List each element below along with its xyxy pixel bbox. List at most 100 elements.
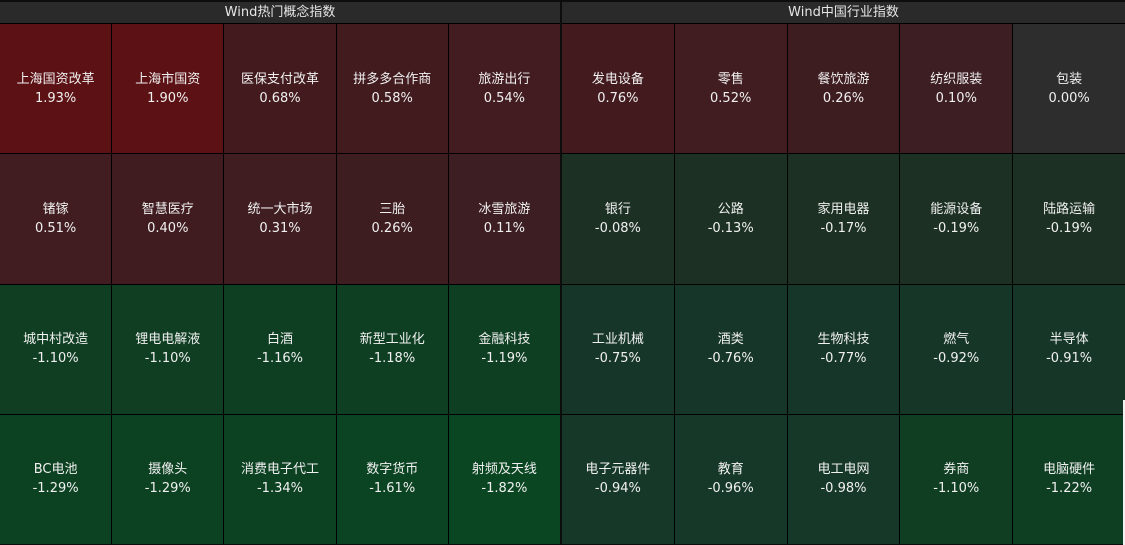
tile-change-percent: 1.90% (147, 90, 189, 106)
heatmap-tile[interactable]: 电子元器件 -0.94% (562, 414, 674, 544)
tile-change-percent: -0.92% (933, 351, 980, 367)
tile-change-percent: 0.58% (371, 90, 413, 106)
heatmap-tile[interactable]: 冰雪旅游 0.11% (448, 154, 560, 284)
tile-change-percent: 1.93% (34, 90, 77, 106)
heatmap-tile[interactable]: 酒类 -0.76% (674, 284, 787, 414)
heatmap-tile[interactable]: 银行 -0.08% (562, 154, 674, 284)
heatmap-tile[interactable]: 工业机械 -0.75% (562, 284, 674, 414)
tile-change-percent: 0.54% (483, 90, 526, 106)
heatmap-tile[interactable]: 教育 -0.96% (674, 414, 787, 544)
tile-change-percent: -1.16% (256, 351, 303, 367)
tile-name: 包装 (1056, 71, 1083, 87)
heatmap-tile[interactable]: BC电池 -1.29% (0, 414, 112, 544)
heatmap-tile[interactable]: 餐饮旅游 0.26% (787, 24, 900, 154)
tile-change-percent: -1.61% (369, 481, 416, 497)
heatmap-tile[interactable]: 射频及天线 -1.82% (448, 414, 560, 544)
heatmap-tile[interactable]: 上海国资改革 1.93% (0, 24, 112, 154)
heatmap-tile[interactable]: 券商 -1.10% (900, 414, 1013, 544)
tile-change-percent: 0.68% (259, 90, 301, 106)
tile-change-percent: -1.19% (481, 351, 528, 367)
tile-change-percent: -0.76% (707, 351, 754, 367)
tile-change-percent: -1.10% (933, 481, 980, 497)
tile-name: 上海国资改革 (16, 71, 95, 87)
heatmap-tile[interactable]: 公路 -0.13% (674, 154, 787, 284)
heatmap-tile[interactable]: 上海市国资 1.90% (112, 24, 224, 154)
tile-name: 纺织服装 (930, 71, 983, 87)
tile-name: 医保支付改革 (240, 71, 319, 87)
tile-name: 城中村改造 (23, 332, 89, 348)
heatmap-tile[interactable]: 家用电器 -0.17% (787, 154, 900, 284)
tile-change-percent: -1.18% (369, 351, 416, 367)
heatmap-tile[interactable]: 拼多多合作商 0.58% (336, 24, 448, 154)
tile-name: 半导体 (1049, 332, 1089, 348)
tile-change-percent: 0.40% (147, 220, 189, 236)
heatmap-tile[interactable]: 燃气 -0.92% (900, 284, 1013, 414)
heatmap-tile[interactable]: 金融科技 -1.19% (448, 284, 560, 414)
tile-change-percent: -1.29% (144, 481, 191, 497)
heatmap-tile[interactable]: 陆路运输 -0.19% (1013, 154, 1125, 284)
tile-name: 锗镓 (42, 201, 69, 217)
heatmap-tile[interactable]: 半导体 -0.91% (1013, 284, 1125, 414)
heatmap-tile[interactable]: 纺织服装 0.10% (900, 24, 1013, 154)
industry-index-heatmap: 发电设备 0.76% 零售 0.52% 餐饮旅游 0.26% 纺织服装 0.10% 包装 0.00… (562, 24, 1125, 544)
heatmap-tile[interactable]: 医保支付改革 0.68% (224, 24, 336, 154)
heatmap-tile[interactable]: 电脑硬件 -1.22% (1013, 414, 1125, 544)
tile-name: 消费电子代工 (240, 462, 319, 478)
tile-name: 拼多多合作商 (353, 71, 432, 87)
window-edge (1123, 400, 1125, 545)
tile-name: 摄像头 (148, 462, 188, 478)
tile-change-percent: -1.82% (481, 481, 528, 497)
tile-change-percent: -1.34% (256, 481, 303, 497)
tile-name: 射频及天线 (471, 462, 537, 478)
tile-name: 教育 (717, 462, 744, 478)
heatmap-tile[interactable]: 消费电子代工 -1.34% (224, 414, 336, 544)
heatmap-tile[interactable]: 电工电网 -0.98% (787, 414, 900, 544)
tile-name: 上海市国资 (135, 71, 201, 87)
tile-name: 电脑硬件 (1043, 462, 1096, 478)
tile-name: 三胎 (379, 201, 406, 217)
tile-change-percent: 0.10% (935, 90, 977, 106)
heatmap-tile[interactable]: 城中村改造 -1.10% (0, 284, 112, 414)
heatmap-tile[interactable]: 锗镓 0.51% (0, 154, 112, 284)
heatmap-tile[interactable]: 白酒 -1.16% (224, 284, 336, 414)
tile-name: 白酒 (266, 332, 293, 348)
tile-change-percent: -0.19% (933, 220, 980, 236)
heatmap-tile[interactable]: 新型工业化 -1.18% (336, 284, 448, 414)
tile-name: 智慧医疗 (141, 201, 194, 217)
tile-change-percent: -0.98% (820, 481, 867, 497)
heatmap-tile[interactable]: 智慧医疗 0.40% (112, 154, 224, 284)
tile-name: 发电设备 (591, 71, 644, 87)
industry-index-title: Wind中国行业指数 (562, 2, 1125, 24)
tile-change-percent: 0.11% (483, 220, 526, 236)
tile-name: 锂电电解液 (135, 332, 201, 348)
tile-name: 餐饮旅游 (817, 71, 870, 87)
concept-index-panel: Wind热门概念指数 上海国资改革 1.93% 上海市国资 1.90% 医保支付改革 0.… (0, 2, 560, 545)
tile-name: 能源设备 (930, 201, 983, 217)
tile-change-percent: 0.52% (710, 90, 752, 106)
heatmap-tile[interactable]: 能源设备 -0.19% (900, 154, 1013, 284)
tile-name: 新型工业化 (359, 332, 425, 348)
heatmap-tile[interactable]: 零售 0.52% (674, 24, 787, 154)
tile-change-percent: -0.77% (820, 351, 867, 367)
heatmap-tile[interactable]: 生物科技 -0.77% (787, 284, 900, 414)
tile-name: 家用电器 (817, 201, 870, 217)
tile-name: 工业机械 (591, 332, 644, 348)
heatmap-tile[interactable]: 统一大市场 0.31% (224, 154, 336, 284)
tile-change-percent: -1.22% (1046, 481, 1093, 497)
heatmap-tile[interactable]: 包装 0.00% (1013, 24, 1125, 154)
tile-name: 酒类 (717, 332, 744, 348)
tile-name: 电子元器件 (585, 462, 651, 478)
heatmap-tile[interactable]: 三胎 0.26% (336, 154, 448, 284)
tile-change-percent: -0.94% (594, 481, 641, 497)
tile-change-percent: 0.51% (34, 220, 77, 236)
heatmap-tile[interactable]: 锂电电解液 -1.10% (112, 284, 224, 414)
tile-change-percent: 0.76% (597, 90, 639, 106)
heatmap-tile[interactable]: 摄像头 -1.29% (112, 414, 224, 544)
tile-change-percent: -0.13% (707, 220, 754, 236)
heatmap-tile[interactable]: 发电设备 0.76% (562, 24, 674, 154)
tile-change-percent: -1.10% (144, 351, 191, 367)
tile-name: 零售 (717, 71, 744, 87)
heatmap-tile[interactable]: 旅游出行 0.54% (448, 24, 560, 154)
tile-change-percent: -1.29% (32, 481, 79, 497)
heatmap-tile[interactable]: 数字货币 -1.61% (336, 414, 448, 544)
